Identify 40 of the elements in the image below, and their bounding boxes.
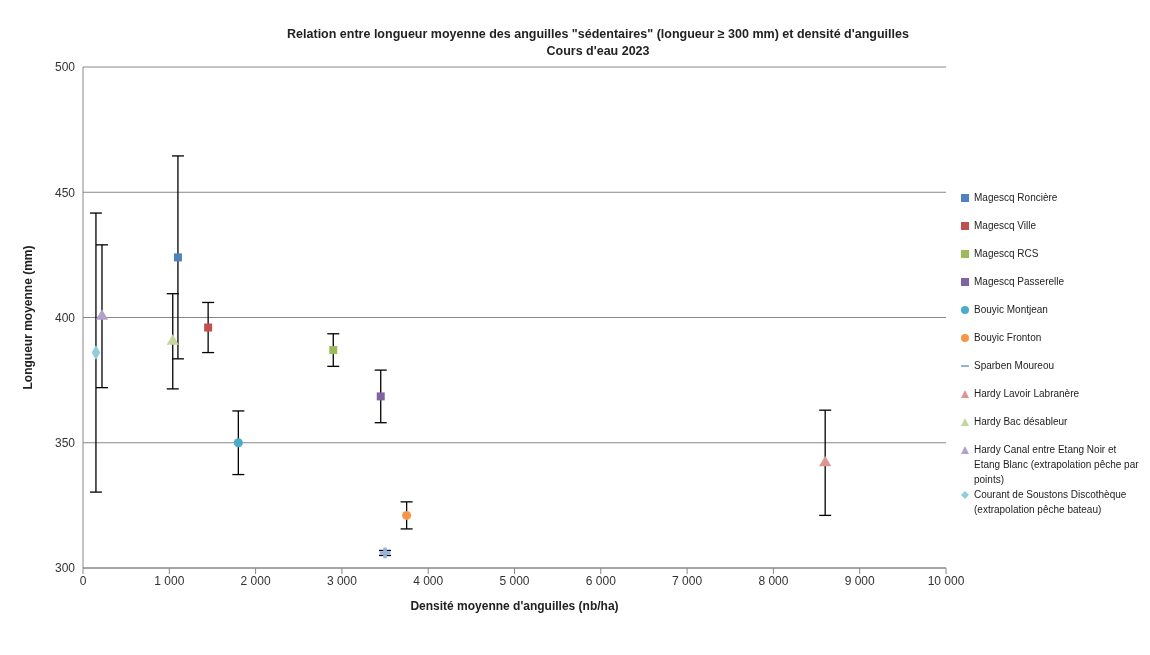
legend-label: Sparben Moureou <box>974 359 1055 373</box>
y-tick-label: 300 <box>54 561 76 576</box>
x-tick-label: 4 000 <box>413 573 444 588</box>
point <box>204 323 213 332</box>
x-tick-label: 0 <box>79 573 87 588</box>
y-tick-label: 450 <box>54 185 76 200</box>
legend-label: Magescq Ville <box>974 219 1037 233</box>
x-tick-label: 2 000 <box>240 573 271 588</box>
legend-label: Hardy Bac désableur <box>974 415 1068 429</box>
x-tick-label: 6 000 <box>585 573 617 588</box>
x-tick-label: 9 000 <box>844 573 876 588</box>
y-axis-title: Longueur moyenne (mm) <box>21 245 36 390</box>
legend-label: Hardy Lavoir Labranère <box>974 387 1080 401</box>
legend-label: Courant de Soustons Discothèque (extrapolation pêche bateau) <box>974 488 1128 517</box>
x-tick-label: 3 000 <box>326 573 358 588</box>
point <box>95 309 109 320</box>
y-tick-label: 400 <box>54 310 76 325</box>
legend-label: Bouyic Montjean <box>974 303 1048 317</box>
x-tick-label: 5 000 <box>499 573 530 588</box>
point <box>233 438 243 448</box>
y-tick-label: 350 <box>54 436 76 451</box>
legend-label: Magescq RCS <box>974 247 1039 261</box>
chart-subtitle: Cours d'eau 2023 <box>545 43 651 60</box>
point <box>402 510 412 520</box>
point <box>376 392 385 401</box>
x-tick-label: 7 000 <box>672 573 703 588</box>
chart-title: Relation entre longueur moyenne des anguilles "sédentaires" (longueur ≥ 300 mm) et densité d'anguilles <box>286 26 910 43</box>
point <box>329 346 338 355</box>
x-axis-title: Densité moyenne d'anguilles (nb/ha) <box>410 599 619 613</box>
y-tick-label: 500 <box>54 60 76 75</box>
point <box>819 455 832 467</box>
x-tick-label: 1 000 <box>154 573 185 588</box>
point <box>166 334 179 345</box>
legend-label: Magescq Roncière <box>974 191 1058 205</box>
x-tick-label: 8 000 <box>758 573 789 588</box>
legend-label: Magescq Passerelle <box>974 275 1065 289</box>
point <box>173 253 182 262</box>
legend-label: Hardy Canal entre Etang Noir et Etang Blanc (extrapolation pêche par points) <box>974 443 1140 487</box>
x-tick-label: 10 000 <box>927 573 965 588</box>
legend-label: Bouyic Fronton <box>974 331 1042 345</box>
